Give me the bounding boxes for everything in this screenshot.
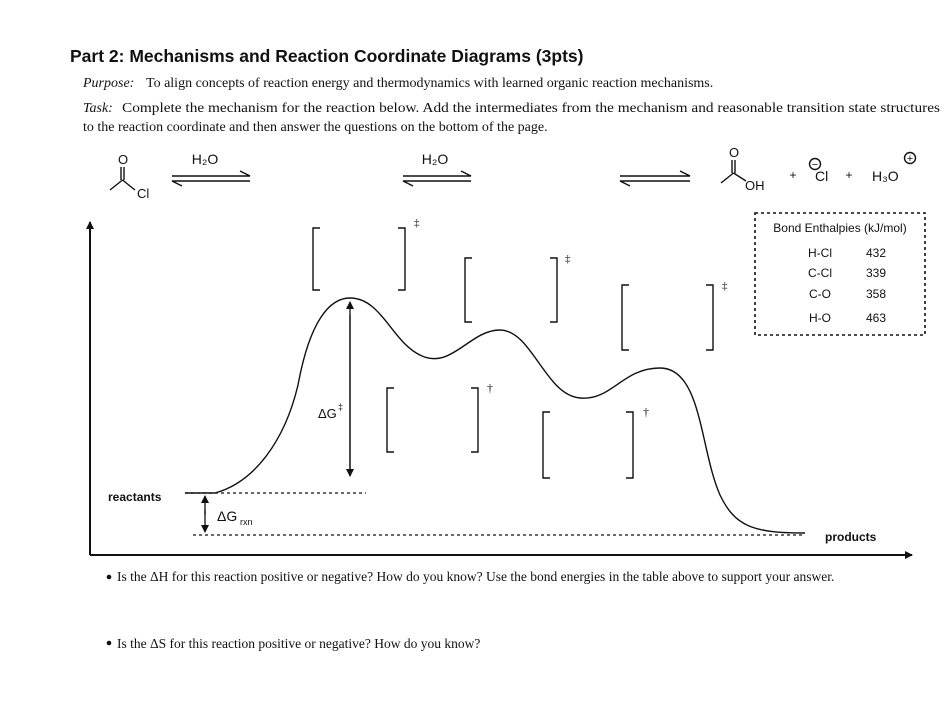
intermediate-mark: † (487, 381, 493, 395)
bond-enthalpy: 339 (866, 266, 886, 280)
ts-mark: ‡ (414, 217, 420, 229)
bond-table-box (754, 212, 926, 336)
bullet (106, 640, 112, 646)
atom: O (729, 145, 739, 160)
chloride: Cl (815, 168, 828, 184)
question: Is the ΔS for this reaction positive or … (117, 636, 480, 651)
ts-mark: ‡ (722, 280, 728, 292)
acyl-chloride-bonds (109, 167, 136, 191)
reactants-label: reactants (108, 490, 162, 504)
charge-circle (903, 151, 917, 165)
bond-name: C-Cl (808, 266, 832, 280)
reaction-scheme: O Cl H₂O H₂O O OH + − Cl + H₃O + (109, 145, 917, 201)
atom: O (118, 152, 128, 167)
atom: Cl (137, 186, 149, 201)
purpose-label: Purpose: (82, 76, 134, 91)
bond-enthalpy: 358 (866, 287, 886, 301)
bond-name: H-Cl (808, 246, 832, 260)
bond-enthalpy: 463 (866, 311, 886, 325)
equilibrium-arrow (171, 170, 251, 187)
bullet (106, 574, 112, 580)
purpose-text: To align concepts of reaction energy and… (146, 76, 713, 91)
structure-brackets (312, 227, 714, 479)
products-label: products (825, 530, 877, 544)
task-text: to the reaction coordinate and then answ… (83, 120, 548, 135)
equilibrium-arrow (619, 170, 691, 187)
reagent: H₂O (192, 151, 219, 167)
task-text: Complete the mechanism for the reaction … (122, 101, 940, 116)
plus: + (845, 168, 852, 182)
energy-curve (185, 297, 806, 534)
reagent: H₂O (422, 151, 449, 167)
hydronium: H₃O (872, 168, 899, 184)
charge: + (907, 153, 913, 165)
bond-table-rows: H-Cl 432 C-Cl 339 C-O 358 H-O 463 (808, 246, 886, 325)
ts-mark: ‡ (565, 253, 571, 265)
bond-enthalpy: 432 (866, 246, 886, 260)
equilibrium-arrow (402, 170, 472, 187)
plus: + (789, 168, 796, 182)
atom: OH (745, 178, 765, 193)
bond-name: C-O (809, 287, 831, 301)
charge: − (812, 159, 818, 171)
dg-rxn-subscript: rxn (240, 517, 253, 527)
acetic-acid-bonds (720, 160, 747, 184)
title: Part 2: Mechanisms and Reaction Coordina… (70, 46, 583, 66)
dg-ts-superscript: ‡ (338, 402, 343, 412)
question: Is the ΔH for this reaction positive or … (117, 569, 834, 584)
charge-circle (808, 157, 822, 171)
task-label: Task: (83, 101, 113, 116)
bond-table-title: Bond Enthalpies (kJ/mol) (773, 221, 906, 235)
dg-rxn-label: ΔG (217, 508, 237, 524)
bond-name: H-O (809, 311, 831, 325)
intermediate-mark: † (643, 405, 649, 419)
dg-ts-label: ΔG (318, 406, 337, 421)
